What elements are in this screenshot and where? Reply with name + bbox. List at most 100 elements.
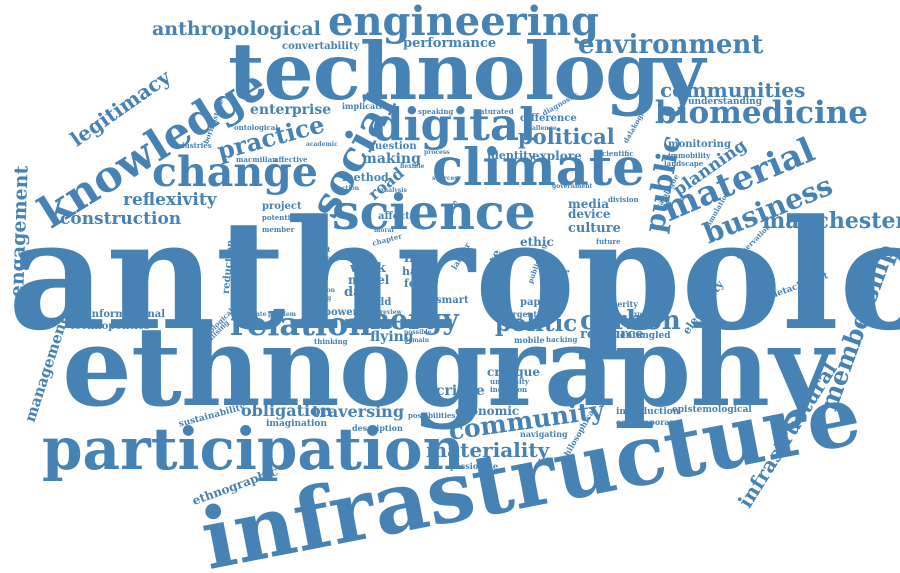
- word-research: research: [316, 255, 346, 262]
- word-passionate: passionate: [450, 461, 498, 471]
- word-method: method: [342, 171, 389, 184]
- word-traversing: traversing: [312, 402, 404, 421]
- word-monitoring: monitoring: [668, 139, 731, 150]
- word-paper: paper: [520, 297, 553, 308]
- word-engineering: engineering: [328, 0, 599, 45]
- word-technopolitics: technopolitics: [70, 321, 150, 332]
- word-introduction: introduction: [616, 407, 680, 417]
- word-economic: economic: [455, 404, 520, 418]
- word-incursion: incursion: [490, 385, 528, 394]
- word-difference: difference: [520, 113, 577, 124]
- word-political: political: [518, 124, 615, 149]
- word-media: media: [568, 197, 610, 211]
- word-flexible: flexible: [400, 163, 425, 170]
- word-anthropology: anthropology: [8, 186, 900, 364]
- word-politic: politic: [495, 310, 578, 337]
- word-imagination: imagination: [266, 419, 327, 429]
- word-enterprise: enterprise: [250, 102, 332, 118]
- word-subject: subject: [302, 245, 331, 254]
- word-obligation: obligation: [241, 401, 333, 420]
- word-saturated: saturated: [476, 107, 514, 116]
- word-relation: relation: [230, 305, 372, 343]
- word-affective: affective: [274, 155, 308, 164]
- word-problem: problem: [268, 311, 296, 318]
- word-science: science: [332, 183, 536, 241]
- word-carbon: carbon: [580, 306, 681, 336]
- word-engagement: engagement: [6, 165, 33, 298]
- word-hacking: hacking: [546, 335, 578, 344]
- word-affect: affect: [378, 211, 410, 222]
- word-experience: experience: [630, 311, 667, 318]
- word-mobile: mobile: [514, 335, 545, 345]
- word-environment: environment: [578, 30, 764, 60]
- word-academic: academic: [306, 141, 338, 148]
- word-challenge: challenge: [524, 125, 557, 132]
- word-emergent: emergent: [494, 309, 538, 319]
- word-analysis: analysis: [380, 187, 407, 194]
- word-world: world: [360, 297, 392, 308]
- word-epistemological: epistemological: [672, 405, 752, 415]
- word-project: project: [262, 201, 302, 212]
- word-critique: critique: [487, 365, 541, 379]
- word-member: member: [262, 225, 295, 234]
- word-domain: domain: [404, 337, 430, 344]
- word-culture: culture: [568, 221, 621, 236]
- word-immobility: immobility: [668, 151, 711, 160]
- word-contemporary: contemporary: [616, 417, 679, 427]
- word-ontological: ontological: [234, 123, 278, 132]
- word-macmillan: macmillan: [236, 155, 278, 164]
- word-landscape: landscape: [664, 159, 704, 168]
- word-moral: moral: [374, 227, 394, 234]
- word-border: border: [348, 251, 371, 258]
- word-legitimate: legitimate: [232, 311, 267, 318]
- word-power: power: [324, 307, 358, 318]
- word-scientific: scientific: [598, 149, 634, 158]
- word-informational: informational: [88, 309, 166, 320]
- word-energy: energy: [352, 303, 459, 336]
- word-work: work: [350, 261, 386, 276]
- word-biomedicine: biomedicine: [655, 95, 869, 131]
- word-muorje: muorje: [542, 267, 570, 276]
- word-construction: construction: [60, 209, 182, 229]
- word-device: device: [568, 207, 611, 221]
- word-future: future: [596, 237, 621, 246]
- word-change: change: [152, 148, 318, 196]
- word-question: question: [368, 141, 417, 152]
- word-division: division: [608, 195, 639, 204]
- word-communities: communities: [660, 78, 806, 102]
- word-action: action: [338, 185, 359, 192]
- word-description: description: [352, 423, 403, 433]
- word-resource: resource: [580, 327, 644, 342]
- word-review: review: [380, 309, 402, 316]
- word-austerity: austerity: [598, 299, 638, 309]
- word-explore: explore: [532, 149, 582, 163]
- word-model: model: [348, 273, 390, 287]
- word-entangled: entangled: [620, 331, 671, 341]
- word-convertability: convertability: [282, 41, 360, 52]
- word-flying: flying: [370, 329, 414, 345]
- word-data: data: [344, 285, 376, 300]
- word-thinking: thinking: [314, 337, 348, 346]
- word-hack: hack: [402, 265, 432, 278]
- word-life: life: [404, 251, 428, 266]
- word-digital: digital: [372, 98, 537, 151]
- word-ethnography: ethnography: [62, 302, 833, 431]
- word-sacrifice: sacrifice: [419, 383, 485, 399]
- word-speaking: speaking: [418, 107, 454, 116]
- word-reflexivity: reflexivity: [123, 190, 217, 210]
- word-form: form: [404, 277, 434, 290]
- word-industries: industries: [172, 141, 212, 150]
- word-implication: implication: [342, 101, 394, 111]
- word-anthropological: anthropological: [152, 18, 321, 40]
- word-climate: climate: [432, 138, 645, 198]
- word-participation: participation: [42, 415, 465, 483]
- word-possibilities: possibilities: [408, 411, 456, 420]
- word-smart: smart: [436, 295, 469, 306]
- word-navigating: navigating: [520, 429, 568, 439]
- word-potential: potential: [262, 213, 298, 222]
- word-ethic: ethic: [520, 235, 554, 249]
- word-university: university: [490, 377, 529, 386]
- word-attention: attention: [304, 287, 336, 294]
- word-opening: opening: [304, 295, 332, 302]
